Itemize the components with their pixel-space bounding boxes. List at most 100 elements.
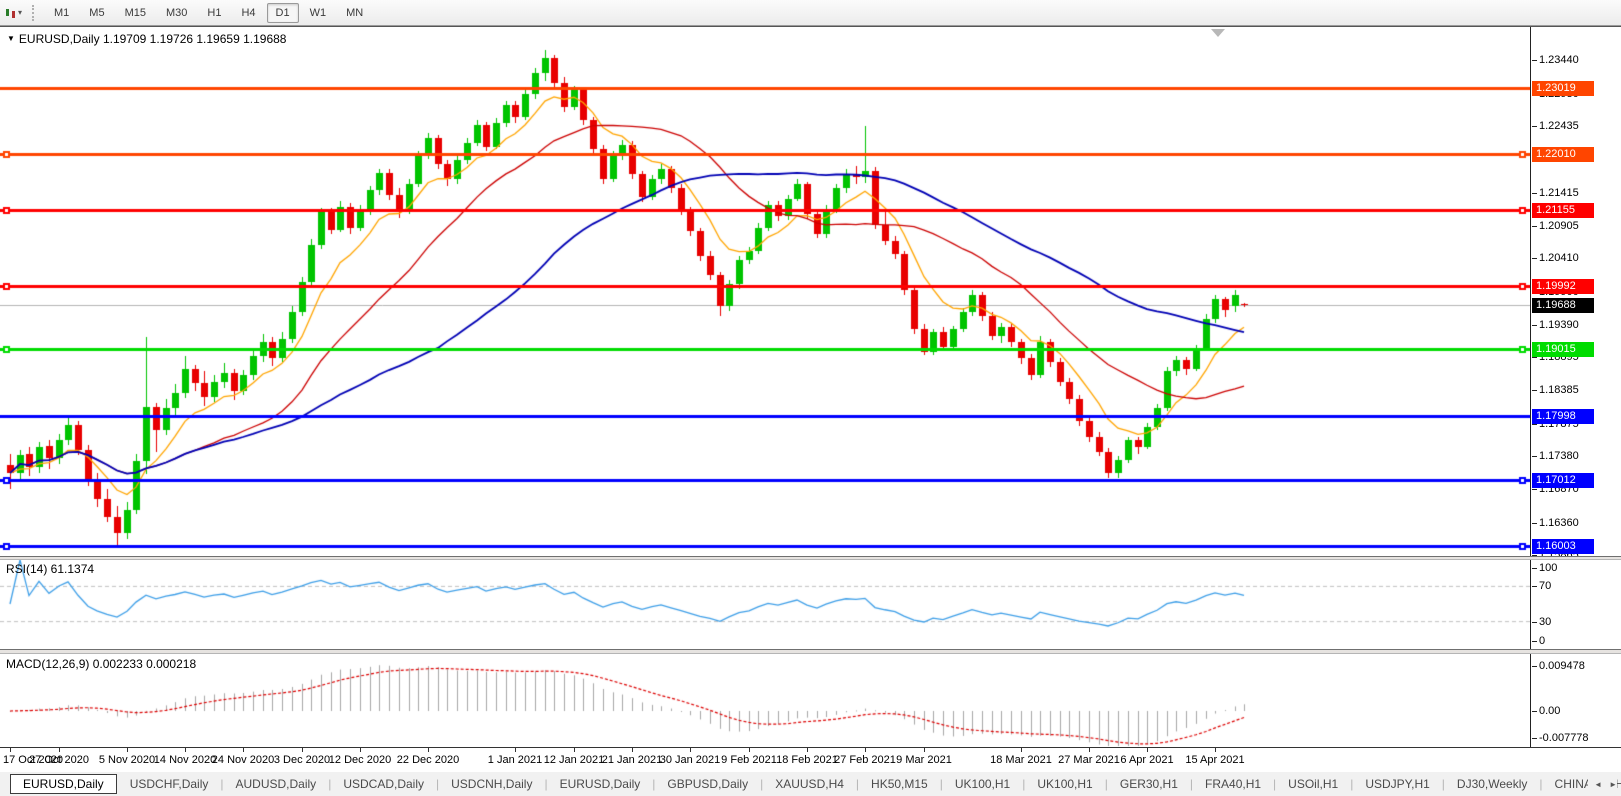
date-tick-mark xyxy=(243,748,244,752)
rsi-indicator-label: RSI(14) 61.1374 xyxy=(6,562,95,576)
macd-scale-label: 0.00 xyxy=(1531,705,1561,717)
date-axis[interactable]: 17 Oct 2020 27 Oct 2020 5 Nov 2020 14 Nov 2… xyxy=(0,747,1621,772)
price-line-tag: 1.17998 xyxy=(1532,408,1594,424)
date-tick-mark xyxy=(807,748,808,752)
date-axis-label: 14 Nov 2020 xyxy=(153,754,217,766)
price-axis-label: 1.23440 xyxy=(1532,54,1579,67)
chart-tab[interactable]: GER30,H1 xyxy=(1119,777,1178,791)
timeframe-button-mn[interactable]: MN xyxy=(346,6,364,19)
chart-tab[interactable]: USDCAD,Daily xyxy=(343,777,424,791)
date-tick-mark xyxy=(185,748,186,752)
timeframe-button-m1[interactable]: M1 xyxy=(54,6,70,19)
price-axis-label: 1.22435 xyxy=(1532,119,1579,132)
chart-tab[interactable]: UK100,H1 xyxy=(1037,777,1093,791)
date-tick-mark xyxy=(1215,748,1216,752)
date-tick-mark xyxy=(865,748,866,752)
chart-tab[interactable]: XAUUSD,H4 xyxy=(775,777,844,791)
tab-separator: | xyxy=(652,777,656,791)
current-price-tag: 1.19688 xyxy=(1532,298,1594,314)
date-tick-mark xyxy=(428,748,429,752)
date-axis-label: 12 Dec 2020 xyxy=(328,754,392,766)
chart-ohlc-values: 1.19709 1.19726 1.19659 1.19688 xyxy=(102,32,287,46)
tab-separator: | xyxy=(1104,777,1108,791)
date-axis-label: 18 Mar 2021 xyxy=(990,754,1052,766)
date-axis-label: 22 Dec 2020 xyxy=(396,754,460,766)
timeframe-button-m5[interactable]: M5 xyxy=(89,6,105,19)
price-line-tag: 1.21155 xyxy=(1532,202,1594,218)
chart-tab[interactable]: USDCHF,Daily xyxy=(129,777,209,791)
date-axis-label: 1 Jan 2021 xyxy=(487,754,543,766)
chart-tab[interactable]: EURUSD,Daily xyxy=(10,774,117,794)
tab-separator: | xyxy=(1273,777,1277,791)
tab-separator: | xyxy=(544,777,548,791)
tab-separator: | xyxy=(1539,777,1543,791)
rsi-scale-label: 0 xyxy=(1531,635,1546,647)
chart-title: ▼ EURUSD,Daily 1.19709 1.19726 1.19659 1.… xyxy=(7,32,286,46)
price-axis-label: 1.17380 xyxy=(1532,450,1579,463)
date-axis-label: 15 Apr 2021 xyxy=(1185,754,1245,766)
tab-separator: | xyxy=(1350,777,1354,791)
price-axis-label: 1.20905 xyxy=(1532,219,1579,232)
chart-tab[interactable]: GBPUSD,Daily xyxy=(667,777,749,791)
rsi-scale-label: 30 xyxy=(1531,615,1552,628)
macd-indicator-label: MACD(12,26,9) 0.002233 0.000218 xyxy=(6,657,197,671)
timeframe-button-m15[interactable]: M15 xyxy=(124,6,146,19)
rsi-scale-label: 70 xyxy=(1531,580,1552,593)
date-tick-mark xyxy=(574,748,575,752)
pane-separator[interactable] xyxy=(0,556,1621,560)
chart-window: ▼ EURUSD,Daily 1.19709 1.19726 1.19659 1.… xyxy=(0,26,1621,772)
date-axis-label: 27 Oct 2020 xyxy=(29,754,89,766)
rsi-scale-label: 100 xyxy=(1531,562,1558,574)
chart-tab[interactable]: EURUSD,Daily xyxy=(559,777,641,791)
date-tick-mark xyxy=(302,748,303,752)
tab-separator: | xyxy=(328,777,332,791)
price-line-tag: 1.19992 xyxy=(1532,278,1594,294)
price-line-tag: 1.22010 xyxy=(1532,146,1594,162)
price-axis[interactable]: 1.234401.229301.224351.219251.214151.209… xyxy=(1530,27,1621,747)
date-tick-mark xyxy=(632,748,633,752)
chart-tab[interactable]: USOil,H1 xyxy=(1288,777,1339,791)
price-axis-label: 1.16360 xyxy=(1532,516,1579,529)
timeframe-button-group: M1 M5 M15 M30 H1 H4 D1 W1 MN xyxy=(44,2,373,23)
timeframe-toolbar: ▾ M1 M5 M15 M30 H1 H4 D1 W1 MN xyxy=(0,0,1621,26)
tab-separator: | xyxy=(855,777,860,791)
timeframe-button-h4[interactable]: H4 xyxy=(241,6,256,19)
tab-scroll-right-icon[interactable]: ► xyxy=(1609,780,1617,789)
chart-tab[interactable]: USDCNH,Daily xyxy=(451,777,533,791)
price-axis-label: 1.19390 xyxy=(1532,318,1579,331)
price-chart-canvas[interactable] xyxy=(0,27,1530,747)
price-axis-label: 1.21415 xyxy=(1532,186,1579,199)
chart-tool-button[interactable]: ▾ xyxy=(0,7,30,18)
chart-tab[interactable]: DJ30,Weekly xyxy=(1456,777,1528,791)
date-axis-label: 18 Feb 2021 xyxy=(776,754,838,766)
tab-separator: | xyxy=(939,777,943,791)
timeframe-button-h1[interactable]: H1 xyxy=(207,6,222,19)
tab-separator: | xyxy=(220,777,224,791)
chart-symbol-period: EURUSD,Daily xyxy=(18,32,100,46)
chart-shift-marker-icon[interactable] xyxy=(1211,29,1225,37)
chart-tab[interactable]: FRA40,H1 xyxy=(1205,777,1262,791)
tab-scroll-left-icon[interactable]: ◄ xyxy=(1594,780,1603,789)
dropdown-caret-icon[interactable]: ▾ xyxy=(18,7,23,17)
tab-separator: | xyxy=(1441,777,1445,791)
date-axis-label: 24 Nov 2020 xyxy=(211,754,275,766)
date-tick-mark xyxy=(515,748,516,752)
date-tick-mark xyxy=(10,748,11,752)
date-tick-mark xyxy=(924,748,925,752)
date-axis-label: 27 Mar 2021 xyxy=(1058,754,1120,766)
timeframe-button-d1[interactable]: D1 xyxy=(266,2,299,23)
timeframe-button-w1[interactable]: W1 xyxy=(309,6,327,19)
timeframe-button-m30[interactable]: M30 xyxy=(165,6,188,19)
candlestick-chart-icon xyxy=(6,7,9,18)
date-axis-label: 21 Jan 2021 xyxy=(601,754,663,766)
chart-tab[interactable]: AUDUSD,Daily xyxy=(235,777,317,791)
chart-tab[interactable]: USDJPY,H1 xyxy=(1365,777,1430,791)
date-axis-label: 30 Jan 2021 xyxy=(659,754,721,766)
pane-separator[interactable] xyxy=(0,649,1621,654)
tab-separator: | xyxy=(436,777,440,791)
price-line-tag: 1.17012 xyxy=(1532,473,1594,489)
chart-tab[interactable]: HK50,M15 xyxy=(871,777,928,791)
tab-separator: | xyxy=(1189,777,1194,791)
chart-tab[interactable]: UK100,H1 xyxy=(954,777,1011,791)
chart-menu-caret-icon[interactable]: ▼ xyxy=(7,34,15,43)
